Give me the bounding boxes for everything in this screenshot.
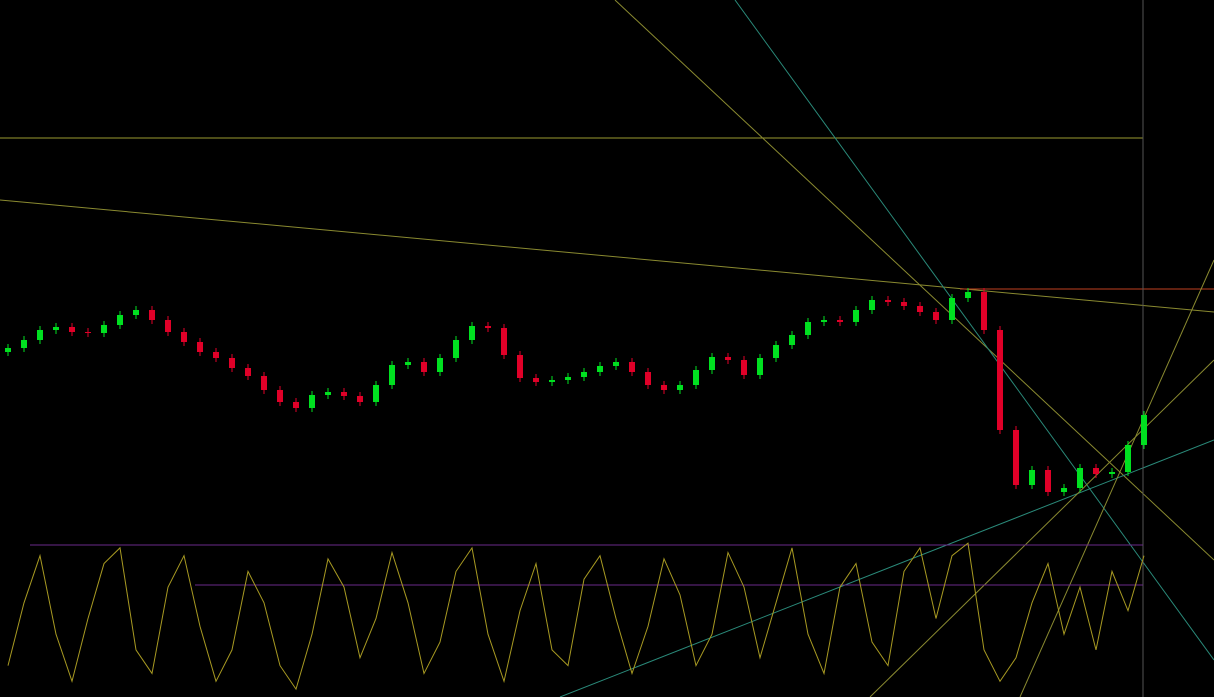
candle-body [389, 365, 395, 385]
candle-body [421, 362, 427, 372]
candle-body [341, 392, 347, 396]
candle-body [1077, 468, 1083, 488]
candle-body [709, 357, 715, 370]
candle-body [581, 372, 587, 377]
candle-body [933, 312, 939, 320]
oscillator-line [7, 542, 1145, 691]
candle-body [1029, 470, 1035, 485]
candle-body [629, 362, 635, 372]
candle-body [69, 327, 75, 332]
candle-body [789, 335, 795, 345]
candle-body [373, 385, 379, 402]
candle-body [5, 348, 11, 352]
candle-body [1093, 468, 1099, 474]
candle-body [661, 385, 667, 390]
candle-body [229, 358, 235, 368]
candle-body [1141, 415, 1147, 445]
candle-body [885, 300, 891, 302]
candle-body [277, 390, 283, 402]
candle-body [725, 357, 731, 360]
candle-body [469, 326, 475, 340]
trend-line [734, 0, 1214, 661]
candle-body [981, 292, 987, 330]
candle-body [965, 292, 971, 298]
candle-body [757, 358, 763, 375]
trend-line [559, 439, 1214, 697]
candle-body [181, 332, 187, 342]
candle-body [613, 362, 619, 366]
candle-body [117, 315, 123, 325]
candle-body [805, 322, 811, 335]
trend-line [869, 359, 1214, 697]
trend-line [1019, 259, 1214, 697]
candle-body [149, 310, 155, 320]
candle-body [549, 380, 555, 382]
candle-body [37, 330, 43, 340]
candle-body [293, 402, 299, 408]
candle-body [821, 320, 827, 322]
candle-body [21, 340, 27, 348]
candle-body [645, 372, 651, 385]
candle-body [565, 377, 571, 380]
candle-body [85, 332, 91, 333]
candle-body [533, 378, 539, 382]
candle-body [405, 362, 411, 365]
candle-body [869, 300, 875, 310]
candle-body [309, 395, 315, 408]
candle-body [837, 320, 843, 322]
candle-body [901, 302, 907, 306]
candle-body [453, 340, 459, 358]
candle-body [101, 325, 107, 333]
candle-body [693, 370, 699, 385]
trend-line [0, 199, 1214, 313]
candle-body [1045, 470, 1051, 492]
candle-body [325, 392, 331, 395]
candle-body [357, 396, 363, 402]
candle-body [485, 326, 491, 328]
candle-body [165, 320, 171, 332]
candle-body [197, 342, 203, 352]
candle-body [213, 352, 219, 358]
candle-body [245, 368, 251, 376]
candle-body [853, 310, 859, 322]
candle-body [437, 358, 443, 372]
candle-body [133, 310, 139, 315]
candle-body [1109, 472, 1115, 474]
candle-body [917, 306, 923, 312]
candle-body [1061, 488, 1067, 492]
candle-body [741, 360, 747, 375]
candle-body [949, 298, 955, 320]
candle-body [517, 355, 523, 378]
candle-body [773, 345, 779, 358]
trend-line [614, 0, 1214, 561]
candle-body [501, 328, 507, 355]
candle-body [53, 327, 59, 330]
candle-body [597, 366, 603, 372]
candle-body [261, 376, 267, 390]
candle-body [1125, 445, 1131, 472]
candle-body [677, 385, 683, 390]
candle-body [997, 330, 1003, 430]
candle-body [1013, 430, 1019, 485]
